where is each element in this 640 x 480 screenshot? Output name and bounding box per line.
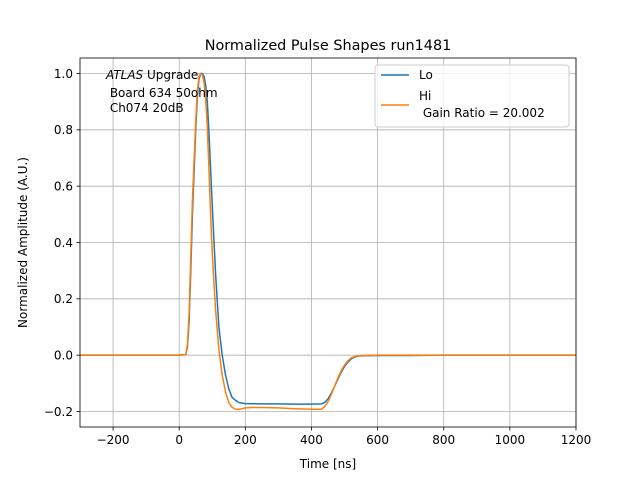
y-tick-label: 0.4 xyxy=(54,236,73,250)
series-layer xyxy=(80,72,576,410)
y-axis-label: Normalized Amplitude (A.U.) xyxy=(16,157,30,328)
x-axis-label: Time [ns] xyxy=(299,457,356,471)
y-tick-label: 0.0 xyxy=(54,348,73,362)
y-tick-label: 0.6 xyxy=(54,179,73,193)
x-tick-label: 400 xyxy=(300,433,323,447)
annotation-upgrade: Upgrade xyxy=(143,68,198,82)
y-tick-label: 1.0 xyxy=(54,67,73,81)
annotation-experiment: ATLAS xyxy=(105,68,144,82)
y-tick-label: −0.2 xyxy=(44,405,73,419)
x-tick-label: 800 xyxy=(432,433,455,447)
x-tick-label: −200 xyxy=(97,433,130,447)
x-tick-label: 600 xyxy=(366,433,389,447)
legend: Lo Hi Gain Ratio = 20.002 xyxy=(374,64,570,128)
x-tick-label: 200 xyxy=(234,433,257,447)
annotation-line-2: Board 634 50ohm xyxy=(106,86,218,100)
chart-title: Normalized Pulse Shapes run1481 xyxy=(205,38,452,54)
series-line-hi xyxy=(80,72,576,410)
y-tick-label: 0.8 xyxy=(54,123,73,137)
annotation-line-1: ATLAS Upgrade xyxy=(105,68,198,82)
x-tick-label: 0 xyxy=(175,433,183,447)
x-axis-ticks: −200 0 200 400 600 800 1000 1200 xyxy=(97,427,592,447)
y-axis-ticks: −0.2 0.0 0.2 0.4 0.6 0.8 1.0 xyxy=(44,67,80,419)
legend-label-hi: Hi xyxy=(419,89,431,103)
legend-box xyxy=(374,64,570,128)
x-tick-label: 1000 xyxy=(495,433,526,447)
annotation-line-3: Ch074 20dB xyxy=(106,101,184,115)
atlas-annotation: ATLAS Upgrade Board 634 50ohm Ch074 20dB xyxy=(105,68,218,115)
y-tick-label: 0.2 xyxy=(54,292,73,306)
legend-label-hi-gain: Gain Ratio = 20.002 xyxy=(419,106,545,120)
x-tick-label: 1200 xyxy=(561,433,592,447)
legend-label-lo: Lo xyxy=(419,68,433,82)
